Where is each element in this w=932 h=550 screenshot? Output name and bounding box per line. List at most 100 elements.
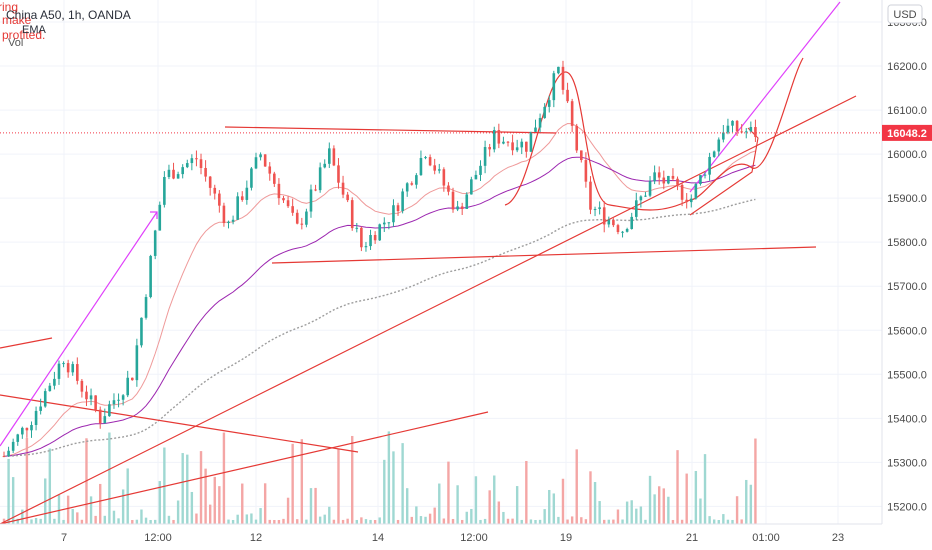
y-tick-1: 15300.0 (887, 457, 927, 469)
candle-body-4 (21, 427, 24, 435)
candle-body-47 (218, 193, 221, 206)
volume-bar-16 (76, 512, 79, 524)
candle-body-50 (231, 219, 235, 222)
volume-bar-88 (406, 488, 409, 524)
volume-bar-22 (103, 515, 106, 524)
candle-135 (621, 230, 624, 238)
candle-body-62 (286, 200, 290, 207)
candle-body-84 (387, 222, 391, 224)
candle-117 (538, 113, 542, 133)
volume-bar-53 (245, 514, 249, 524)
candle-body-18 (85, 391, 88, 400)
candle-79 (364, 241, 368, 252)
candle-body-137 (630, 216, 634, 229)
volume-bar-72 (332, 519, 336, 524)
volume-bar-140 (644, 519, 647, 524)
candle-body-46 (213, 187, 217, 194)
candle-73 (337, 158, 340, 189)
candle-59 (273, 171, 276, 187)
candle-body-141 (648, 181, 652, 196)
volume-bar-1 (7, 458, 10, 524)
candle-body-158 (726, 125, 730, 133)
volume-bar-154 (708, 516, 711, 524)
candle-body-24 (112, 400, 116, 405)
candle-body-164 (754, 127, 757, 137)
candle-70 (323, 159, 327, 169)
candle-52 (240, 191, 244, 202)
vol-legend: Vol (8, 37, 23, 49)
volume-bar-162 (745, 479, 748, 524)
candle-126 (580, 150, 583, 163)
candle-body-13 (62, 363, 65, 365)
candle-36 (167, 164, 171, 180)
candle-body-11 (53, 378, 56, 386)
candle-69 (318, 162, 322, 193)
candle-body-94 (433, 165, 436, 171)
volume-bar-129 (593, 482, 597, 524)
volume-bar-99 (456, 485, 459, 524)
candle-body-17 (80, 380, 84, 392)
candle-56 (259, 152, 262, 161)
candle-body-22 (103, 416, 107, 424)
volume-bar-13 (62, 519, 65, 524)
candle-body-25 (117, 399, 120, 401)
volume-bar-45 (208, 504, 212, 524)
candle-11 (53, 371, 56, 390)
candle-body-99 (456, 206, 459, 210)
volume-bar-37 (172, 519, 175, 524)
candle-body-14 (66, 363, 70, 373)
volume-bar-93 (428, 513, 432, 524)
volume-bar-62 (286, 497, 290, 524)
trend-line-4 (224, 126, 557, 134)
candle-1 (7, 446, 10, 457)
volume-bar-133 (612, 519, 615, 524)
volume-bar-74 (341, 519, 345, 524)
candle-body-130 (598, 207, 601, 210)
volume-bar-149 (685, 473, 688, 524)
candle-body-80 (369, 235, 372, 247)
candle-44 (204, 160, 207, 182)
volume-bar-51 (236, 514, 239, 524)
candle-body-43 (199, 159, 203, 168)
volume-bar-32 (149, 520, 152, 524)
volume-bar-135 (621, 519, 624, 524)
candle-88 (405, 182, 409, 197)
x-tick-7: 01:00 (752, 532, 780, 544)
candle-139 (639, 195, 643, 208)
candle-57 (263, 154, 267, 167)
price-axis[interactable] (882, 0, 932, 524)
candle-body-6 (30, 424, 33, 431)
volume-bar-94 (433, 507, 436, 524)
candle-71 (328, 142, 331, 168)
currency-button-label[interactable]: USD (893, 9, 916, 21)
candle-body-101 (465, 194, 469, 209)
candle-body-74 (341, 182, 345, 195)
volume-bar-89 (410, 516, 413, 524)
candle-64 (295, 209, 299, 225)
candle-159 (731, 120, 734, 133)
candle-143 (657, 166, 661, 185)
trend-line-3 (0, 95, 857, 525)
candle-body-150 (689, 198, 693, 203)
volume-bar-5 (25, 437, 29, 524)
candle-body-127 (584, 160, 588, 182)
candle-41 (190, 154, 194, 171)
volume-bar-80 (369, 519, 372, 524)
time-axis[interactable] (0, 524, 882, 550)
candle-53 (245, 180, 249, 205)
candle-body-21 (98, 409, 102, 424)
currency-button[interactable]: USD (887, 4, 923, 24)
candle-4 (21, 426, 24, 439)
volume-bar-108 (497, 501, 501, 524)
volume-bar-84 (387, 431, 391, 524)
candle-128 (589, 176, 592, 215)
candle-body-87 (401, 191, 404, 212)
candle-body-149 (685, 199, 688, 203)
candle-body-147 (676, 178, 679, 185)
candle-body-29 (135, 345, 139, 381)
candle-body-128 (589, 181, 592, 210)
candle-106 (488, 143, 491, 157)
volume-bar-75 (346, 518, 349, 524)
volume-bar-38 (176, 500, 180, 524)
